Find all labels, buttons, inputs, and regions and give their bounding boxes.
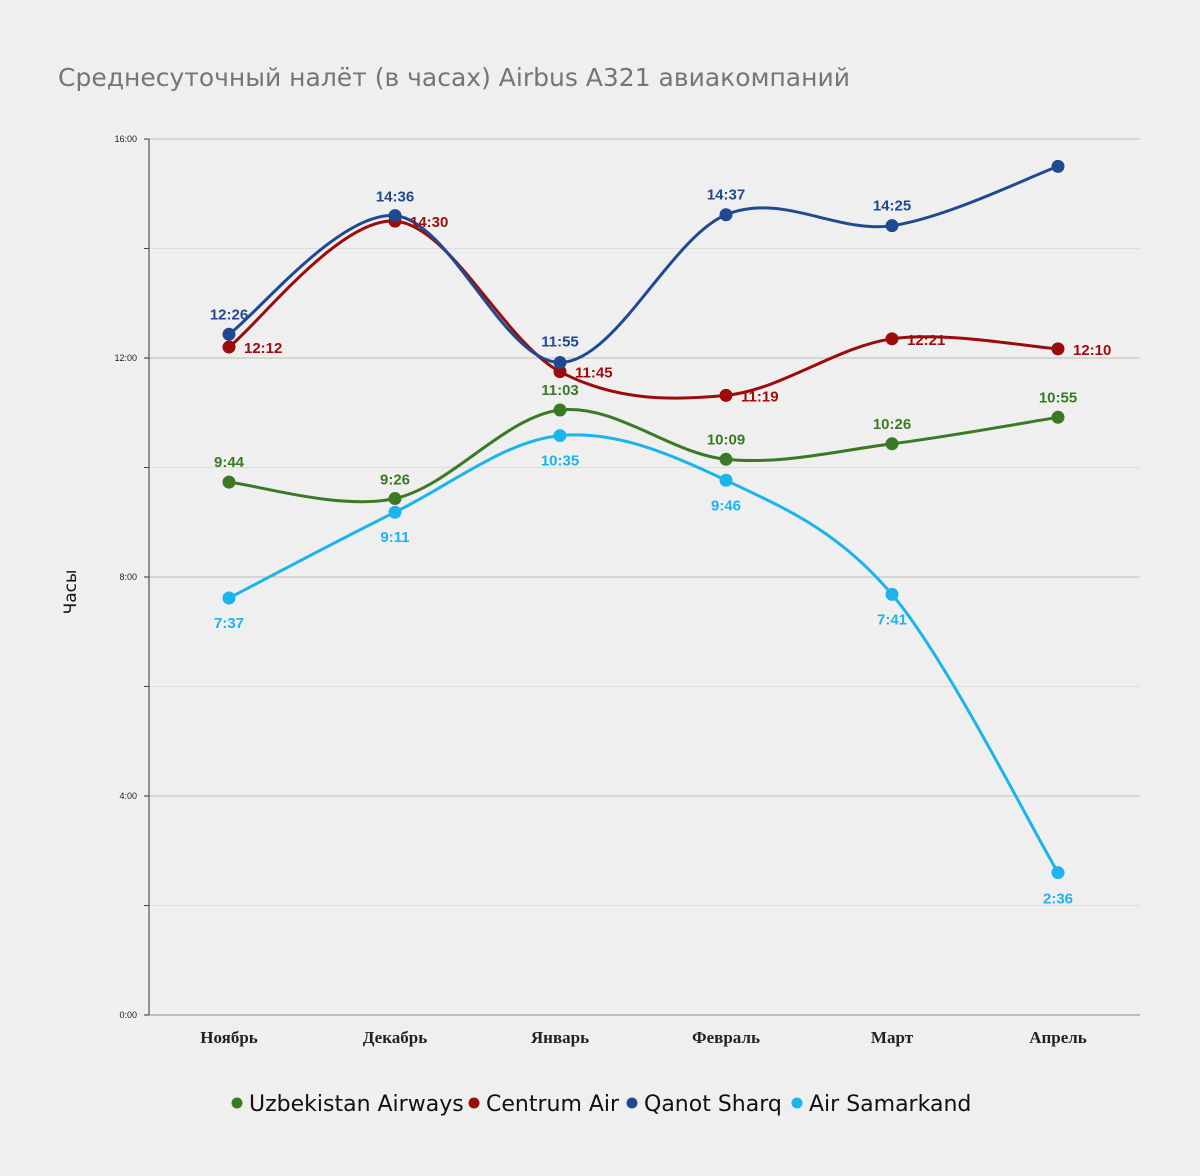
y-tick-label: 16:00	[114, 134, 137, 144]
data-label: 14:25	[873, 198, 911, 215]
series-qanot-sharq	[222, 159, 1065, 370]
data-point	[553, 356, 567, 370]
legend-item: Uzbekistan Airways	[231, 1092, 464, 1117]
data-point	[885, 219, 899, 233]
data-label: 14:37	[707, 187, 745, 204]
series-line	[227, 407, 1060, 504]
series-line	[227, 164, 1060, 365]
chart-title: Среднесуточный налёт (в часах) Airbus A3…	[58, 63, 850, 92]
y-tick-label: 0:00	[119, 1010, 137, 1020]
data-label: 11:55	[541, 334, 579, 351]
data-label: 2:36	[1043, 891, 1073, 908]
data-label: 11:19	[741, 388, 779, 405]
y-tick-label: 8:00	[119, 572, 137, 582]
data-point	[719, 388, 733, 402]
data-point	[719, 208, 733, 222]
data-point	[719, 473, 733, 487]
series-line	[227, 433, 1060, 875]
legend-label: Centrum Air	[486, 1092, 620, 1117]
data-point	[388, 209, 402, 223]
data-label: 11:45	[575, 365, 613, 382]
series-line	[227, 219, 1060, 400]
data-point	[222, 340, 236, 354]
data-point	[885, 587, 899, 601]
data-label: 7:41	[877, 611, 907, 628]
data-point	[222, 327, 236, 341]
x-tick-label: Ноябрь	[200, 1028, 258, 1047]
legend-label: Uzbekistan Airways	[249, 1092, 464, 1117]
data-label: 9:11	[380, 529, 409, 546]
data-point	[1051, 866, 1065, 880]
data-point	[553, 403, 567, 417]
legend-marker	[791, 1097, 803, 1109]
data-point	[388, 492, 402, 506]
data-point	[388, 505, 402, 519]
series-centrum-air	[222, 214, 1065, 402]
legend-label: Air Samarkand	[809, 1092, 971, 1117]
x-tick-label: Апрель	[1029, 1028, 1087, 1047]
axes: 0:00 4:00 8:00 12:00 16:00 Ноябрь Декабрь Январ…	[114, 134, 1140, 1047]
data-label: 9:44	[214, 454, 245, 471]
data-label: 14:36	[376, 189, 414, 206]
legend-item: Centrum Air	[468, 1092, 620, 1117]
data-label: 10:35	[541, 453, 579, 470]
data-label: 10:55	[1039, 389, 1077, 406]
data-label: 12:12	[244, 340, 282, 357]
series-layer: 7:37 9:11 10:35 9:46 7:41 2:36 9:44 9:26 11:03 10…	[210, 159, 1111, 908]
data-point	[1051, 159, 1065, 173]
series-uzbekistan-airways	[222, 403, 1065, 506]
data-label: 10:26	[873, 416, 911, 433]
legend-item: Air Samarkand	[791, 1092, 971, 1117]
x-tick-label: Декабрь	[363, 1028, 427, 1047]
x-tick-label: Январь	[531, 1028, 589, 1047]
legend-label: Qanot Sharq	[644, 1092, 782, 1117]
x-tick-label: Март	[871, 1028, 914, 1047]
data-point	[885, 437, 899, 451]
data-label: 12:21	[907, 332, 945, 349]
legend-marker	[231, 1097, 243, 1109]
y-tick-label: 12:00	[114, 353, 137, 363]
data-point	[719, 452, 733, 466]
legend-marker	[468, 1097, 480, 1109]
grid	[149, 138, 1140, 1016]
data-point	[1051, 410, 1065, 424]
data-label: 9:26	[380, 472, 410, 489]
data-point	[1051, 342, 1065, 356]
data-label: 10:09	[707, 431, 745, 448]
data-point	[222, 475, 236, 489]
x-tick-label: Февраль	[692, 1028, 760, 1047]
legend: Uzbekistan Airways Centrum Air Qanot Sharq…	[231, 1092, 971, 1117]
data-point	[222, 591, 236, 605]
legend-marker	[626, 1097, 638, 1109]
legend-item: Qanot Sharq	[626, 1092, 782, 1117]
data-label: 14:30	[410, 214, 448, 231]
y-axis-label: Часы	[61, 570, 81, 615]
data-label: 12:26	[210, 306, 248, 323]
data-label: 9:46	[711, 497, 741, 514]
data-label: 7:37	[214, 615, 244, 632]
y-tick-label: 4:00	[119, 791, 137, 801]
data-label: 12:10	[1073, 342, 1111, 359]
data-point	[553, 429, 567, 443]
data-point	[885, 332, 899, 346]
data-label: 11:03	[541, 382, 579, 399]
data-point	[553, 365, 567, 379]
series-air-samarkand	[222, 429, 1065, 880]
